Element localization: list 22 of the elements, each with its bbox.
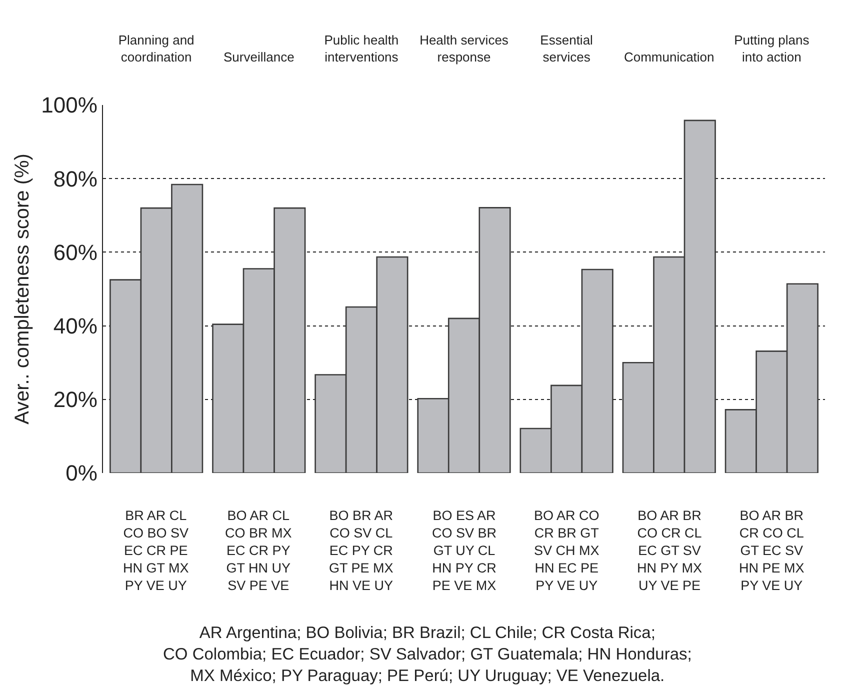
x-tick-label: Planning and coordination (118, 32, 194, 64)
text: BO BR AR CO SV CL EC PY CR GT PE MX HN VE UY (329, 508, 394, 594)
text: BR AR CL CO BO SV EC CR PE HN GT MX PY VE UY (123, 508, 189, 594)
y-tick-label: 0% (66, 460, 98, 486)
y-tick-label: 80% (53, 166, 98, 192)
text: AR Argentina; BO Bolivia; BR Brazil; CL Chile; CR Costa Rica; CO Colombia; EC Ecuador; SV Salvador; GT Guatemala; HN Honduras; MX México; PY Paraguay; PE Perú; UY Uruguay; VE Venezuela. (163, 624, 692, 685)
text: BO ES AR CO SV BR GT UY CL HN PY CR PE VE MX (432, 508, 497, 594)
y-axis-title: Aver.. completeness score (%) (12, 154, 34, 424)
x-tick-label: Public health interventions (324, 32, 399, 64)
y-tick-label: 20% (53, 387, 98, 412)
y-tick-label: 100% (41, 92, 98, 118)
x-tick-label: Putting plans into action (734, 32, 810, 64)
text: BO AR BR CO CR CL EC GT SV HN PY MX UY VE PE (637, 508, 702, 594)
y-tick-label: 40% (53, 314, 98, 338)
x-tick-label: Health services response (420, 32, 509, 64)
x-tick-label: Surveillance (223, 49, 294, 64)
text: BO AR BR CR CO CL GT EC SV HN PE MX PY VE UY (739, 508, 804, 594)
y-tick-label: 60% (53, 240, 98, 265)
text: BO AR CL CO BR MX EC CR PY GT HN UY SV PE VE (225, 508, 292, 594)
text: BO AR CO CR BR GT SV CH MX HN EC PE PY VE UY (534, 508, 600, 594)
x-tick-label: Communication (624, 49, 714, 64)
x-tick-label: Essential services (540, 32, 594, 64)
